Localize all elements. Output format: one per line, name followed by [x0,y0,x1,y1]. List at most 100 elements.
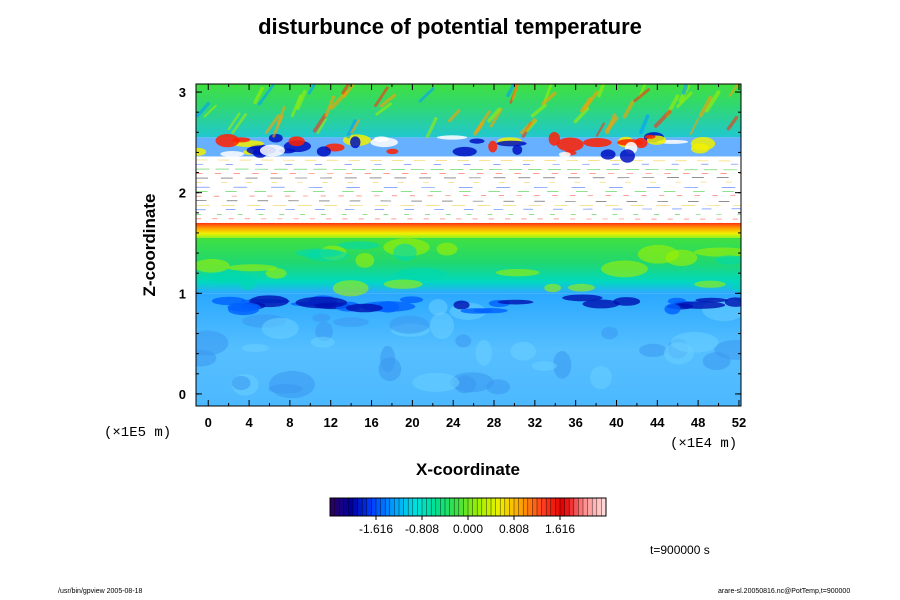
colorbar-cell [596,498,602,516]
eddy [268,383,303,394]
colorbar-cell [399,498,404,516]
wave-blob [316,146,331,157]
colorbar-cell [431,498,437,516]
colorbar-cell [357,498,363,516]
colorbar-cell [573,498,579,516]
x-tick-label: 52 [732,415,746,430]
eddy [714,339,741,360]
wave-streak [296,90,307,111]
colorbar-cell [408,498,414,516]
mid-patch [265,268,287,279]
footer-right: arare-sl.20050816.nc@PotTemp,t=900000 [718,588,851,595]
colorbar-tick-label: -0.808 [405,522,439,536]
streak-line [196,159,741,162]
x-tick-label: 16 [364,415,378,430]
x-axis-scale-label: (×1E4 m) [670,436,738,452]
eddy [261,317,299,340]
colorbar-cell [426,498,432,516]
mid-patch [731,283,741,293]
eddy [241,343,269,353]
x-tick-label: 44 [650,415,665,430]
colorbar-cell [403,498,409,516]
mid-patch [196,258,230,273]
colorbar-cell [343,498,349,516]
plot-frame [195,83,742,407]
mid-patch [208,269,246,284]
band-upper [196,84,741,138]
negative-streak [345,303,383,313]
wave-streak [329,91,348,110]
wave-streak [253,86,265,105]
wave-blob [288,136,305,147]
mid-patch [238,273,256,291]
colorbar-cell [371,498,377,516]
colorbar-tick-label: 0.808 [499,522,529,536]
wave-blob [436,135,468,140]
eddy [601,326,619,340]
x-axis-label: X-coordinate [416,460,520,479]
streak-line [196,194,741,197]
colorbar-cell [491,498,496,516]
wave-blob [556,137,584,152]
wave-streak [316,118,327,134]
eddy [312,313,331,323]
y-tick-label: 3 [179,85,186,100]
colorbar-tick-label: 0.000 [453,522,483,536]
colorbar-cell [550,498,556,516]
wave-streak [418,87,435,103]
mid-patch [304,249,349,262]
negative-streak [295,296,348,309]
colorbar-cell [537,498,542,516]
colorbar-cell [445,498,450,516]
wave-blob [488,140,498,153]
wave-streak [604,116,619,133]
x-tick-label: 36 [568,415,582,430]
colorbar-cell [440,498,446,516]
eddy [454,375,477,394]
colorbar-cell [527,498,533,516]
colorbar-cell [560,498,565,516]
negative-streak [664,303,681,315]
x-tick-label: 4 [245,415,253,430]
wave-streak [689,117,700,136]
x-tick-label: 32 [528,415,542,430]
x-axis: 0 4 8 12 16 20 24 28 32 36 40 44 48 52 [205,84,746,430]
colorbar-cell [330,498,335,516]
colorbar-cell [389,498,395,516]
wave-streak [447,109,461,123]
x-tick-label: 40 [609,415,623,430]
colorbar-cell [477,498,483,516]
mid-patch [495,269,540,277]
eddy [510,341,537,361]
colorbar-cell [523,498,529,516]
colorbar-cell [412,498,418,516]
wave-streak [520,118,537,135]
mid-patch [337,241,380,250]
footer-left: /usr/bin/gpview 2005-08-18 [58,588,143,595]
time-label: t=900000 s [650,543,710,557]
mid-patch [665,249,698,267]
negative-streak [249,295,289,308]
mid-patch [227,264,277,272]
colorbar-cell [468,498,473,516]
wave-blob [259,144,285,157]
colorbar-cell [504,498,510,516]
wave-streak [573,107,590,124]
colorbar-cell [481,498,487,516]
wave-blob [350,136,361,149]
colorbar-tick-label: 1.616 [545,522,575,536]
wave-streak [580,97,592,113]
wave-blob [512,144,523,155]
colorbar-cell [546,498,552,516]
colorbar-cell [348,498,354,516]
wave-streak [597,84,606,98]
y-tick-label: 0 [179,387,186,402]
eddy [486,379,511,395]
colorbar-cell [449,498,455,516]
eddy [310,336,335,348]
y-axis-scale-label: (×1E5 m) [104,425,172,441]
negative-streak [399,296,424,304]
colorbar-cell [514,498,519,516]
eddy [196,330,229,356]
negative-streak [497,299,534,305]
